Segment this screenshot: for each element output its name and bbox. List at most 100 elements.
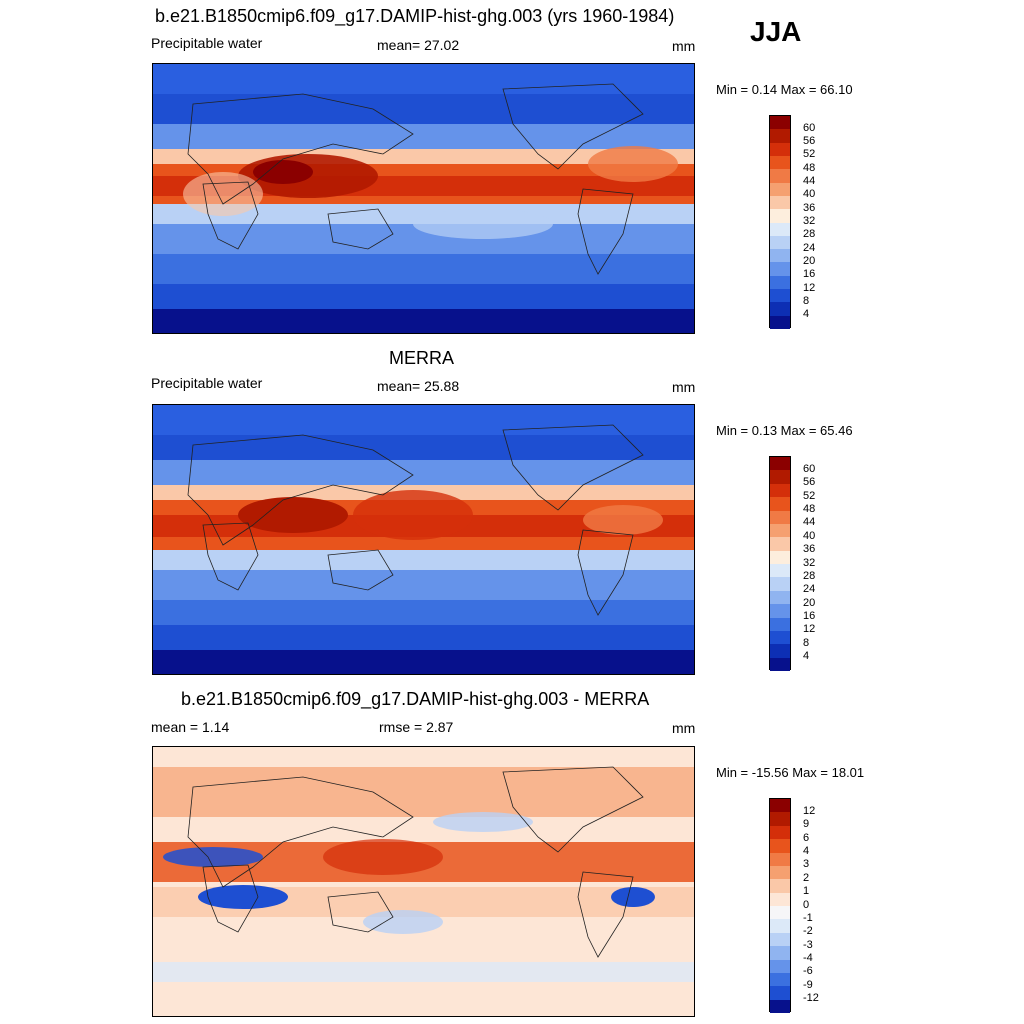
colorbar-segment bbox=[770, 470, 790, 484]
colorbar-segment bbox=[770, 169, 790, 183]
colorbar-tick-label: -6 bbox=[803, 965, 813, 978]
colorbar-tick-label: 12 bbox=[803, 281, 816, 294]
colorbar-tick-label: -3 bbox=[803, 938, 813, 951]
colorbar-segment bbox=[770, 999, 790, 1013]
colorbar-segment bbox=[770, 142, 790, 156]
colorbar-model bbox=[769, 115, 791, 329]
map-diff bbox=[152, 746, 695, 1017]
panel-minmax-diff: Min = -15.56 Max = 18.01 bbox=[716, 765, 865, 780]
colorbar-tick-label: 40 bbox=[803, 188, 816, 201]
colorbar-tick-label: 20 bbox=[803, 254, 816, 267]
colorbar-segment bbox=[770, 590, 790, 605]
colorbar-tick-label: 1 bbox=[803, 885, 810, 898]
colorbar-tick-label: 16 bbox=[803, 610, 816, 622]
colorbar-segment bbox=[770, 262, 790, 276]
colorbar-tick-label: 8 bbox=[803, 294, 810, 307]
colorbar-tick-label: 9 bbox=[803, 818, 810, 831]
colorbar-tick-label: 2 bbox=[803, 871, 810, 884]
colorbar-tick-label: 24 bbox=[803, 583, 816, 596]
panel-left-label-obs: Precipitable water bbox=[151, 375, 263, 391]
colorbar-tick-label: 44 bbox=[803, 516, 816, 529]
colorbar-segment bbox=[770, 523, 790, 538]
colorbar-tick-label: 20 bbox=[803, 596, 816, 609]
colorbar-tick-label: 44 bbox=[803, 175, 816, 188]
panel-minmax-obs: Min = 0.13 Max = 65.46 bbox=[716, 423, 853, 438]
colorbar-segment bbox=[770, 892, 790, 906]
colorbar-tick-label: -9 bbox=[803, 978, 813, 991]
colorbar-tick-label: 56 bbox=[803, 135, 816, 148]
colorbar-tick-label: 16 bbox=[803, 268, 816, 281]
colorbar-tick-label: 60 bbox=[803, 121, 816, 134]
colorbar-tick-label: 24 bbox=[803, 241, 816, 254]
colorbar-tick-label: 28 bbox=[803, 569, 816, 582]
panel-mean-diff: mean = 1.14 bbox=[151, 719, 230, 735]
panel-left-label-model: Precipitable water bbox=[151, 35, 263, 51]
map-model-field bbox=[153, 64, 694, 333]
panel-units-obs: mm bbox=[672, 379, 696, 395]
colorbar-segment bbox=[770, 812, 790, 826]
colorbar-segment bbox=[770, 302, 790, 316]
panel-mean-obs: mean= 25.88 bbox=[377, 378, 460, 394]
colorbar-segment bbox=[770, 510, 790, 524]
map-diff-field bbox=[153, 747, 694, 1016]
colorbar-diff bbox=[769, 798, 791, 1013]
colorbar-tick-label: 8 bbox=[803, 636, 810, 649]
colorbar-tick-label: 3 bbox=[803, 858, 810, 871]
season-label: JJA bbox=[750, 16, 802, 47]
colorbar-segment bbox=[770, 959, 790, 973]
colorbar-segment bbox=[770, 315, 790, 329]
colorbar-segment bbox=[770, 617, 790, 631]
colorbar-segment bbox=[770, 839, 790, 853]
colorbar-tick-label: 12 bbox=[803, 804, 816, 817]
colorbar-tick-label: 4 bbox=[803, 308, 810, 321]
colorbar-tick-label: 28 bbox=[803, 228, 816, 241]
panel-units-diff: mm bbox=[672, 720, 696, 736]
colorbar-tick-label: 0 bbox=[803, 898, 810, 911]
colorbar-tick-label: 32 bbox=[803, 215, 816, 227]
colorbar-segment bbox=[770, 630, 790, 645]
colorbar-segment bbox=[770, 550, 790, 564]
colorbar-tick-label: 40 bbox=[803, 529, 816, 542]
panel-units-model: mm bbox=[672, 38, 696, 54]
colorbar-segment bbox=[770, 657, 790, 671]
panel-title-diff: b.e21.B1850cmip6.f09_g17.DAMIP-hist-ghg.… bbox=[181, 689, 650, 709]
panel-mean-model: mean= 27.02 bbox=[377, 37, 460, 53]
colorbar-tick-label: 36 bbox=[803, 543, 816, 556]
colorbar-segment bbox=[770, 457, 790, 471]
colorbar-segment bbox=[770, 564, 790, 578]
colorbar-segment bbox=[770, 644, 790, 658]
panel-rmse-diff: rmse = 2.87 bbox=[379, 719, 454, 735]
colorbar-segment bbox=[770, 865, 790, 880]
colorbar-tick-label: 36 bbox=[803, 201, 816, 214]
colorbar-tick-label: 52 bbox=[803, 489, 816, 502]
colorbar-segment bbox=[770, 497, 790, 511]
panel-title-obs: MERRA bbox=[389, 348, 455, 368]
colorbar-segment bbox=[770, 289, 790, 303]
colorbar-tick-label: 52 bbox=[803, 148, 816, 161]
map-obs-field bbox=[153, 405, 694, 674]
colorbar-segment bbox=[770, 116, 790, 130]
colorbar-segment bbox=[770, 577, 790, 591]
colorbar-segment bbox=[770, 235, 790, 250]
colorbar-tick-label: 12 bbox=[803, 623, 816, 636]
map-model bbox=[152, 63, 695, 334]
colorbar-segment bbox=[770, 986, 790, 1000]
colorbar-segment bbox=[770, 222, 790, 236]
colorbar-segment bbox=[770, 906, 790, 920]
colorbar-segment bbox=[770, 275, 790, 290]
panel-minmax-model: Min = 0.14 Max = 66.10 bbox=[716, 82, 853, 97]
colorbar-segment bbox=[770, 604, 790, 618]
colorbar-segment bbox=[770, 919, 790, 933]
colorbar-segment bbox=[770, 155, 790, 170]
colorbar-tick-label: 48 bbox=[803, 503, 816, 515]
colorbar-segment bbox=[770, 852, 790, 866]
colorbar-segment bbox=[770, 195, 790, 210]
map-obs bbox=[152, 404, 695, 675]
colorbar-tick-label: 60 bbox=[803, 462, 816, 475]
colorbar-tick-label: -1 bbox=[803, 911, 813, 924]
colorbar-segment bbox=[770, 182, 790, 196]
colorbar-tick-label: 4 bbox=[803, 650, 810, 663]
colorbar-segment bbox=[770, 972, 790, 987]
colorbar-tick-label: 48 bbox=[803, 161, 816, 174]
panel-title-model: b.e21.B1850cmip6.f09_g17.DAMIP-hist-ghg.… bbox=[155, 6, 675, 26]
